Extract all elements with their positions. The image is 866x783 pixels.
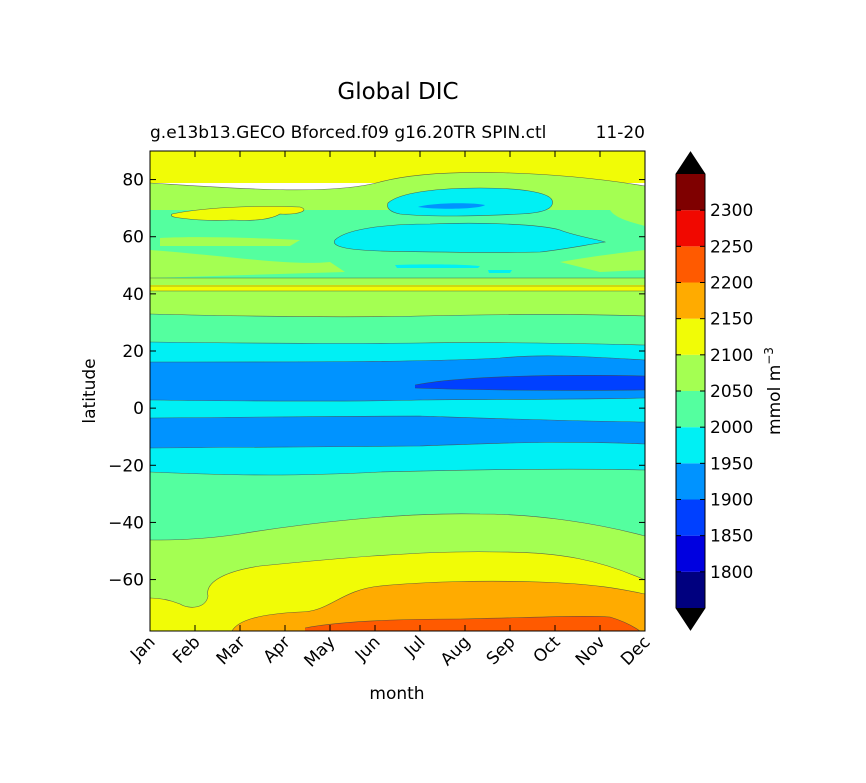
- x-tick-label: Mar: [213, 632, 250, 669]
- colorbar-outline: [675, 151, 706, 631]
- band-2000-lat27: [150, 314, 645, 345]
- colorbar-segment: [676, 174, 705, 211]
- colorbar-segment: [676, 318, 705, 355]
- colorbar-segment: [676, 427, 705, 464]
- patch-1950-lat70: [387, 188, 553, 216]
- y-tick-label: 20: [122, 342, 144, 362]
- colorbar-segment: [676, 210, 705, 247]
- patch-1950-lat46: [488, 270, 512, 273]
- patch-1900-lat-7: [485, 422, 600, 427]
- x-tick-label: Apr: [260, 632, 295, 667]
- patch-2050-lat62: [610, 204, 645, 226]
- colorbar-label-exponent: −3: [762, 347, 776, 365]
- band-2100-lat40: [150, 285, 645, 292]
- band-1950-lat18s: [150, 442, 645, 475]
- x-tick-label: May: [301, 632, 340, 671]
- patch-2100-lat67: [171, 206, 304, 221]
- colorbar-segment: [676, 354, 705, 391]
- x-tick-label: Jul: [400, 632, 429, 661]
- colorbar-tick-label: 2300: [710, 201, 753, 221]
- colorbar-segment: [676, 282, 705, 319]
- colorbar-tick-label: 2000: [710, 418, 753, 438]
- colorbar-extend-top: [676, 152, 705, 174]
- colorbar-ticks: 1800 1850 1900 1950 2000 2050 2100 2150 2200 2250…: [676, 201, 753, 583]
- colorbar-tick-label: 1950: [710, 454, 753, 474]
- band-1950-equator: [150, 398, 645, 422]
- y-tick-label: 0: [133, 399, 144, 419]
- colorbar-tick-label: 2200: [710, 274, 753, 294]
- colorbar-tick-label: 1900: [710, 491, 753, 511]
- band-2050-lat50: [150, 250, 345, 278]
- patch-1900-lat70: [418, 203, 485, 209]
- colorbar-segment: [676, 535, 705, 572]
- contour-lines: [150, 172, 645, 631]
- y-tick-label: −20: [108, 456, 144, 476]
- x-tick-label: Nov: [572, 632, 610, 670]
- patch-1950-lat49: [395, 264, 480, 268]
- y-tick-label: 60: [122, 228, 144, 248]
- y-tick-label: 40: [122, 285, 144, 305]
- x-axis-label: month: [369, 684, 424, 704]
- x-tick-label: Jun: [351, 632, 385, 666]
- x-tick-label: Dec: [617, 632, 654, 669]
- colorbar-segment: [676, 246, 705, 283]
- y-tick-label: −60: [108, 571, 144, 591]
- x-tick-label: Oct: [530, 632, 565, 667]
- band-2000-south: [150, 469, 645, 540]
- colorbar-segment: [676, 391, 705, 428]
- band-2050-lat50-right: [560, 250, 645, 272]
- x-tick-label: Aug: [437, 632, 475, 670]
- colorbar-tick-label: 2100: [710, 346, 753, 366]
- colorbar-segment: [676, 499, 705, 536]
- band-2050-lat43: [150, 278, 645, 286]
- colorbar-segment: [676, 571, 705, 608]
- x-tick-label: Jan: [126, 632, 159, 665]
- patch-1950-lat58: [334, 223, 605, 253]
- y-axis: 80 60 40 20 0 −20 −40 −60: [108, 171, 645, 591]
- colorbar: [675, 151, 706, 631]
- y-axis-label: latitude: [80, 358, 100, 423]
- y-tick-label: 80: [122, 171, 144, 191]
- band-2050-south: [150, 513, 645, 608]
- band-1950-lat18: [150, 342, 645, 362]
- chart-title: Global DIC: [337, 79, 458, 105]
- colorbar-tick-label: 1850: [710, 527, 753, 547]
- contour-plot-area: [150, 151, 645, 631]
- y-tick-label: −40: [108, 513, 144, 533]
- colorbar-label-text: mmol m: [765, 365, 785, 435]
- band-2200-antarctic: [305, 616, 640, 631]
- colorbar-segment: [676, 463, 705, 500]
- patch-2050-lat58: [160, 237, 300, 246]
- x-tick-label: Feb: [169, 632, 204, 667]
- colorbar-tick-label: 1800: [710, 563, 753, 583]
- colorbar-tick-label: 2050: [710, 382, 753, 402]
- colorbar-tick-label: 2150: [710, 310, 753, 330]
- chart-subtitle-right: 11-20: [596, 123, 645, 143]
- plot-frame: [149, 150, 646, 632]
- chart-subtitle-left: g.e13b13.GECO Bforced.f09 g16.20TR SPIN.…: [150, 123, 546, 143]
- x-tick-label: Sep: [483, 632, 520, 669]
- band-1850-tropics: [415, 375, 645, 391]
- colorbar-tick-label: 2250: [710, 237, 753, 257]
- band-2050-lat37: [150, 291, 645, 317]
- colorbar-label: mmol m−3: [762, 347, 785, 435]
- colorbar-extend-bottom: [676, 608, 705, 630]
